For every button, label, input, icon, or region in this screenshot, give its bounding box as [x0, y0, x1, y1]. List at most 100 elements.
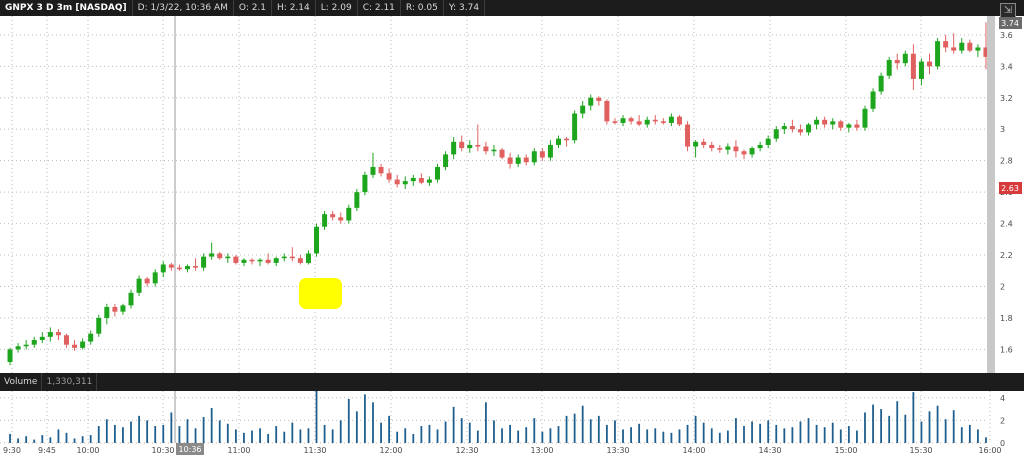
open-readout: O: 2.1 — [234, 0, 273, 16]
candle — [225, 253, 231, 263]
volume-series — [9, 391, 987, 443]
volume-bar — [815, 424, 818, 443]
candle-body — [983, 47, 989, 57]
candle-body — [668, 116, 674, 123]
volume-bar — [928, 411, 931, 443]
candle-body — [499, 149, 505, 158]
time-tick-label: 13:00 — [530, 446, 553, 455]
candle-body — [459, 141, 465, 149]
candle-body — [426, 179, 432, 183]
volume-bar — [783, 428, 786, 443]
volume-bar — [888, 415, 891, 443]
candle-body — [297, 258, 303, 263]
candle — [362, 171, 368, 196]
candle — [483, 141, 489, 155]
candle-body — [854, 124, 860, 128]
low-readout: L: 2.09 — [316, 0, 358, 16]
volume-bar — [831, 422, 834, 443]
candle-body — [55, 332, 61, 336]
volume-axis: 0 2 4 — [1000, 394, 1005, 448]
volume-bar — [872, 404, 874, 443]
candle-body — [806, 124, 812, 133]
volume-bar — [525, 427, 528, 443]
volume-bar — [856, 430, 858, 443]
symbol-label[interactable]: GNPX 3 D 3m [NASDAQ] — [0, 0, 133, 16]
candle — [620, 115, 626, 127]
candle — [394, 174, 400, 188]
candle — [209, 242, 215, 260]
volume-bar — [130, 421, 132, 443]
candle-body — [515, 157, 521, 164]
candle-body — [257, 259, 263, 262]
volume-tick-label: 4 — [1000, 394, 1005, 403]
candle — [144, 277, 150, 287]
volume-label[interactable]: Volume — [0, 373, 43, 391]
volume-bar — [759, 423, 762, 443]
candle — [878, 72, 884, 95]
candle-body — [927, 61, 933, 67]
volume-bar — [775, 424, 778, 443]
volume-bar — [678, 429, 681, 443]
candle — [265, 253, 271, 265]
candle-body — [580, 105, 586, 114]
candle-body — [951, 47, 957, 51]
volume-bar — [380, 422, 382, 443]
candle-body — [555, 138, 561, 145]
time-tick-label: 12:30 — [455, 446, 478, 455]
candle — [322, 211, 328, 230]
candle-body — [709, 144, 715, 149]
collapse-panel-icon[interactable]: ⇲ — [1000, 3, 1016, 19]
candle-body — [112, 306, 118, 312]
candle-body — [120, 305, 126, 312]
candle-body — [160, 264, 166, 273]
candle-body — [789, 126, 795, 130]
candle-body — [564, 138, 570, 141]
candle-body — [289, 256, 295, 259]
volume-bar — [735, 418, 737, 443]
volume-bar — [718, 432, 721, 443]
volume-panel-header: Volume 1,330,311 — [0, 373, 1024, 391]
candle-body — [128, 292, 134, 306]
candle — [822, 116, 828, 128]
candle-body — [878, 75, 884, 92]
candle-body — [491, 149, 497, 152]
candle — [806, 122, 812, 136]
candle-body — [935, 41, 941, 67]
candle-body — [773, 129, 779, 139]
volume-bar — [122, 427, 124, 443]
volume-bar — [960, 427, 963, 443]
price-tick-label: 3.2 — [1000, 94, 1013, 103]
volume-bar — [41, 435, 44, 443]
candle — [104, 303, 110, 325]
candle-body — [209, 253, 215, 257]
candle-body — [749, 148, 755, 155]
volume-bar — [452, 406, 455, 443]
candle-body — [72, 344, 78, 348]
volume-bar — [896, 401, 899, 443]
candle-body — [394, 179, 400, 185]
price-tick-label: 2.8 — [1000, 157, 1013, 166]
candle-body — [338, 217, 344, 221]
candle — [193, 258, 199, 271]
candle — [701, 138, 707, 149]
candle — [338, 212, 344, 224]
candle-body — [676, 116, 682, 125]
candle — [467, 140, 473, 153]
candle — [797, 124, 803, 136]
volume-bar — [952, 410, 955, 443]
time-tick-label: 10:30 — [151, 446, 174, 455]
candle — [314, 223, 320, 257]
volume-bar — [694, 415, 697, 443]
time-tick-label: 9:45 — [38, 446, 56, 455]
candle — [96, 314, 102, 337]
candle-body — [862, 108, 868, 128]
candle — [733, 140, 739, 158]
candle — [959, 38, 965, 54]
volume-bar — [597, 415, 600, 443]
candle-body — [781, 126, 787, 130]
candle-body — [314, 226, 320, 254]
volume-bar — [138, 415, 140, 443]
volume-tick-label: 2 — [1000, 416, 1005, 425]
candle — [709, 141, 715, 152]
volume-bar — [444, 421, 447, 443]
